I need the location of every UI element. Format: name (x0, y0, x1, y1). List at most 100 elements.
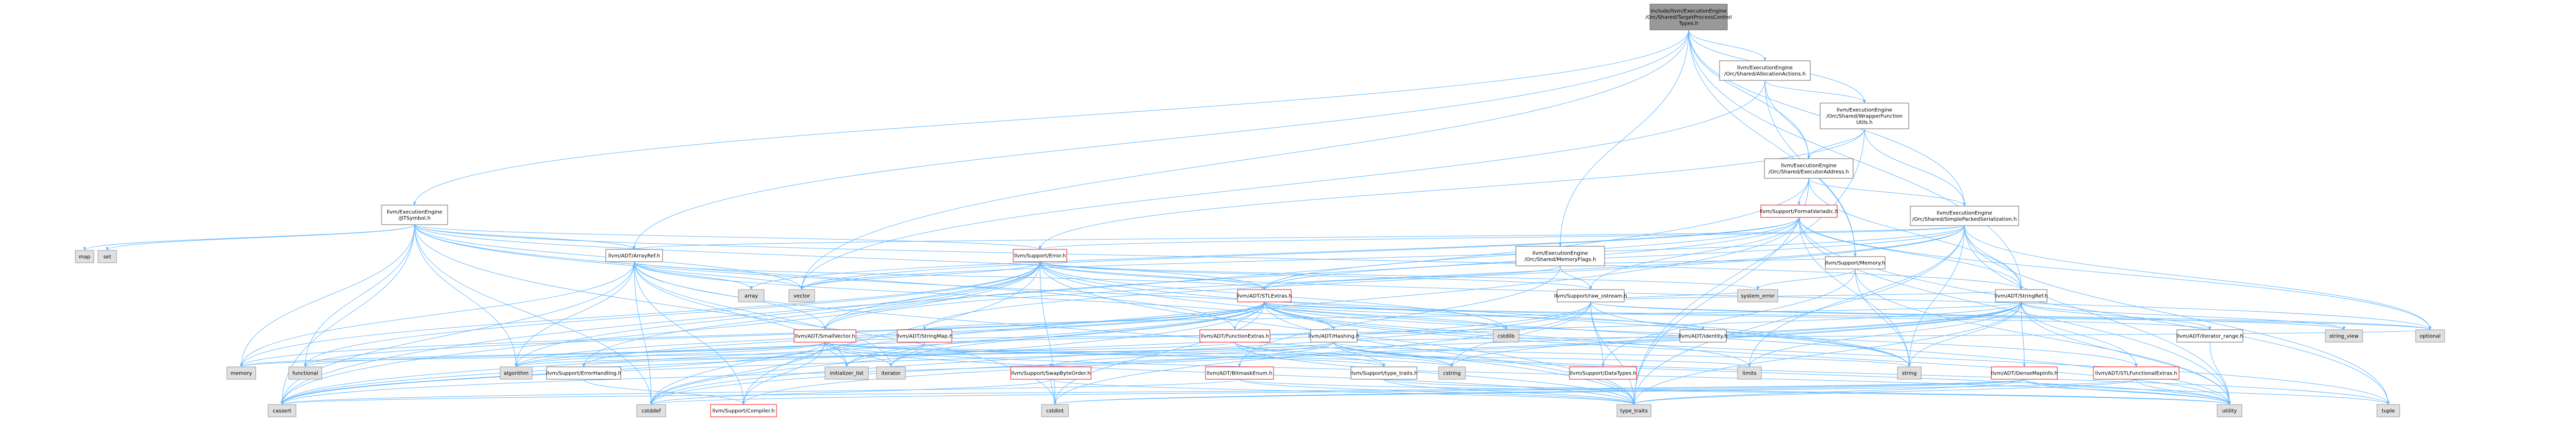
node-iteratorrange[interactable]: llvm/ADT/iterator_range.h (2176, 329, 2243, 343)
node-sys-cassert-box (268, 404, 296, 417)
node-formatvariadic-label-line: llvm/Support/FormatVariadic.h (1760, 209, 1838, 215)
edge-memory-to-datatypes (1601, 268, 1856, 367)
node-identity-box (1679, 329, 1727, 343)
node-memflags[interactable]: llvm/ExecutionEngine/Orc/Shared/MemoryFl… (1515, 246, 1605, 266)
edge-functionextras-to-typetraits (1234, 342, 1385, 367)
node-stringmap-box (897, 329, 952, 343)
node-identity[interactable]: llvm/ADT/identity.h (1679, 329, 1728, 343)
edge-stlextras-to-sys-cstdlib (1264, 301, 1508, 330)
node-stlextras-label-line: llvm/ADT/STLExtras.h (1236, 294, 1292, 299)
node-sys-algorithm: algorithm (500, 366, 533, 380)
node-memflags-label-line: llvm/ExecutionEngine (1532, 251, 1588, 257)
node-hashing[interactable]: llvm/ADT/Hashing.h (1309, 329, 1360, 343)
edge-stlfunctional-to-sys-utility (2136, 379, 2231, 405)
edge-stlfunctional-to-sys-typetraits (1632, 379, 2137, 405)
node-memflags-label-line: /Orc/Shared/MemoryFlags.h (1525, 257, 1596, 263)
edge-stlfunctional-to-sys-cstdint (1053, 379, 2137, 405)
node-sys-cstddef: cstddef (636, 404, 666, 417)
node-memflags-box (1515, 246, 1605, 266)
node-functionextras-label-line: llvm/ADT/FunctionExtras.h (1201, 334, 1269, 340)
node-sys-initlist: initializer_list (824, 366, 869, 380)
edge-formatvariadic-to-sys-utility (1798, 217, 2231, 405)
edge-stlextras-to-sys-cassert (280, 301, 1265, 405)
edge-root-to-memflags (1559, 29, 1689, 247)
node-densemapinfo[interactable]: llvm/ADT/DenseMapInfo.h (1991, 366, 2058, 380)
node-alloc[interactable]: llvm/ExecutionEngine/Orc/Shared/Allocati… (1719, 60, 1811, 81)
node-hashing-box (1310, 329, 1358, 343)
node-memory[interactable]: llvm/Support/Memory.h (1825, 256, 1886, 269)
edge-rawostream-to-stringref (1590, 289, 2023, 302)
node-wrapper[interactable]: llvm/ExecutionEngine/Orc/Shared/WrapperF… (1820, 103, 1909, 129)
edge-stlextras-to-sys-initlist (845, 301, 1265, 367)
node-memory-box (1825, 256, 1886, 269)
edge-root-to-sys-vector (800, 29, 1689, 290)
node-swapbyteorder[interactable]: llvm/Support/SwapByteOrder.h (1010, 366, 1092, 380)
node-functionextras-box (1199, 329, 1270, 343)
node-functionextras[interactable]: llvm/ADT/FunctionExtras.h (1199, 329, 1270, 343)
node-errorhandling-box (546, 366, 621, 380)
edge-smallvector-to-sys-iterator (824, 342, 893, 367)
node-error[interactable]: llvm/Support/Error.h (1013, 249, 1067, 262)
node-formatvariadic-box (1760, 205, 1838, 218)
node-errorhandling[interactable]: llvm/Support/ErrorHandling.h (546, 366, 621, 380)
node-compiler[interactable]: llvm/Support/Compiler.h (710, 404, 777, 417)
edge-formatvariadic-to-sys-tuple (1798, 217, 2390, 405)
node-datatypes[interactable]: llvm/Support/DataTypes.h (1569, 366, 1637, 380)
node-stringref[interactable]: llvm/ADT/StringRef.h (1994, 289, 2048, 302)
edge-densemapinfo-to-sys-typetraits (1632, 379, 2025, 405)
node-execaddr-box (1764, 158, 1854, 179)
edge-simplepacked-to-arrayref (633, 225, 1965, 250)
node-sys-memory: memory (226, 366, 256, 380)
node-simplepacked[interactable]: llvm/ExecutionEngine/Orc/Shared/SimplePa… (1910, 206, 2019, 226)
node-sys-array-box (738, 289, 765, 302)
edge-smallvector-to-typetraits (824, 342, 1385, 367)
node-sys-vector-box (788, 289, 815, 302)
node-stringmap[interactable]: llvm/ADT/StringMap.h (896, 329, 953, 343)
node-arrayref-label-line: llvm/ADT/ArrayRef.h (608, 254, 660, 259)
node-jit-label-line: /JITSymbol.h (399, 216, 431, 222)
node-execaddr-label-line: /Orc/Shared/ExecutorAddress.h (1769, 170, 1849, 175)
edge-stringref-to-sys-stringview (2021, 301, 2346, 330)
edge-arrayref-to-sys-cassert (280, 261, 635, 405)
edge-smallvector-to-sys-algorithm (515, 342, 825, 367)
node-stlfunctional[interactable]: llvm/ADT/STLFunctionalExtras.h (2093, 366, 2179, 380)
edge-root-to-stringref (1688, 29, 2023, 290)
node-stlextras[interactable]: llvm/ADT/STLExtras.h (1236, 289, 1292, 302)
edge-stlextras-to-sys-utility (1264, 301, 2231, 405)
node-execaddr[interactable]: llvm/ExecutionEngine/Orc/Shared/Executor… (1764, 158, 1854, 179)
node-sys-string-box (1897, 366, 1922, 380)
edge-hashing-to-swapbyteorder (1049, 342, 1334, 367)
node-bitmaskenum[interactable]: llvm/ADT/BitmaskEnum.h (1205, 366, 1274, 380)
edge-functionextras-to-sys-cstring (1234, 342, 1454, 367)
node-formatvariadic[interactable]: llvm/Support/FormatVariadic.h (1760, 205, 1838, 218)
node-root[interactable]: include/llvm/ExecutionEngine/Orc/Shared/… (1645, 4, 1732, 30)
edge-error-to-sys-cassert (280, 261, 1041, 405)
edge-rawostream-to-sys-typetraits (1590, 301, 1636, 405)
node-root-box (1649, 4, 1728, 30)
edge-memflags-to-rawostream (1560, 265, 1592, 290)
edge-stringref-to-sys-cassert (280, 301, 2022, 405)
edge-bitmaskenum-to-sys-cassert (280, 379, 1240, 405)
node-root-label-line: Types.h (1678, 21, 1698, 27)
node-sys-initlist-label-line: initializer_list (830, 371, 864, 377)
edge-wrapper-to-execaddr (1807, 128, 1865, 159)
node-arrayref[interactable]: llvm/ADT/ArrayRef.h (605, 249, 663, 262)
edge-densemapinfo-to-sys-cassert (281, 379, 2025, 405)
node-stlfunctional-label-line: llvm/ADT/STLFunctionalExtras.h (2095, 371, 2177, 377)
node-typetraits[interactable]: llvm/Support/type_traits.h (1350, 366, 1417, 380)
node-compiler-label-line: llvm/Support/Compiler.h (712, 409, 774, 414)
node-smallvector-box (794, 329, 856, 343)
edge-root-to-execaddr (1688, 29, 1810, 159)
node-densemapinfo-box (1991, 366, 2058, 380)
edge-stringref-to-sys-cstddef (650, 301, 2022, 405)
node-rawostream[interactable]: llvm/Support/raw_ostream.h (1554, 289, 1627, 302)
node-rawostream-box (1557, 289, 1625, 302)
edge-smallvector-to-sys-memory (240, 342, 825, 367)
node-sys-typetraits: type_traits (1616, 404, 1652, 417)
node-iteratorrange-label-line: llvm/ADT/iterator_range.h (2176, 334, 2243, 340)
node-jit[interactable]: llvm/ExecutionEngine/JITSymbol.h (381, 205, 448, 225)
node-smallvector[interactable]: llvm/ADT/SmallVector.h (794, 329, 856, 343)
node-smallvector-label-line: llvm/ADT/SmallVector.h (795, 334, 855, 340)
edge-bitmaskenum-to-sys-utility (1239, 379, 2231, 405)
